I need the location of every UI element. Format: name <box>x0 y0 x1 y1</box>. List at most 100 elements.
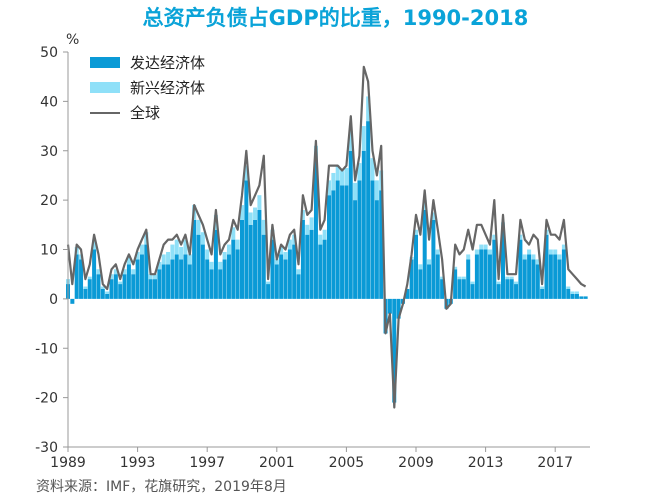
x-tick-label: 2013 <box>468 455 504 471</box>
bar-developed <box>257 210 262 299</box>
bar-developed <box>144 244 149 299</box>
bar-emerging <box>253 207 258 220</box>
bar-developed <box>474 254 479 299</box>
bar-emerging <box>531 254 536 260</box>
bar-emerging <box>496 281 501 285</box>
bar-developed <box>213 229 218 299</box>
bar-emerging <box>100 286 105 289</box>
x-tick-label: 2001 <box>259 455 295 471</box>
bar-emerging <box>139 244 144 255</box>
bar-developed <box>235 249 240 299</box>
bar-emerging <box>479 244 484 250</box>
bar-developed <box>583 296 588 299</box>
bar-developed <box>374 200 379 299</box>
bar-developed <box>348 150 353 299</box>
y-axis-label: % <box>66 32 79 48</box>
bar-emerging <box>287 239 292 250</box>
bar-emerging <box>239 205 245 220</box>
bar-developed <box>357 180 362 299</box>
bar-developed <box>266 284 271 299</box>
bar-developed <box>322 239 327 299</box>
y-tick-label: -20 <box>35 391 58 407</box>
bar-developed <box>457 279 462 299</box>
bar-developed <box>74 254 79 299</box>
bar-developed <box>361 150 366 299</box>
bar-emerging <box>422 200 427 210</box>
bar-emerging <box>570 291 575 294</box>
bar-emerging <box>296 269 301 275</box>
bar-developed <box>152 279 158 299</box>
bar-developed <box>527 254 532 299</box>
bar-developed <box>231 239 236 299</box>
bar-emerging <box>261 219 266 235</box>
bar-developed <box>487 254 492 299</box>
bar-emerging <box>148 274 153 280</box>
line-layer <box>66 65 587 409</box>
bar-emerging <box>322 229 327 240</box>
bar-developed <box>131 274 136 299</box>
bar-developed <box>192 219 197 299</box>
bar-developed <box>579 296 584 299</box>
bar-emerging <box>118 281 123 285</box>
bar-developed <box>335 180 340 299</box>
bar-developed <box>544 234 549 299</box>
bar-emerging <box>370 158 375 181</box>
series-line-global <box>66 65 587 409</box>
bar-emerging <box>170 244 175 260</box>
bar-emerging <box>540 286 545 289</box>
bar-developed <box>105 293 110 299</box>
x-tick-label: 2005 <box>329 455 365 471</box>
bar-developed <box>387 298 392 314</box>
y-tick-label: 10 <box>40 243 58 259</box>
legend-label: 新兴经济体 <box>130 79 205 97</box>
bar-developed <box>326 195 332 299</box>
y-tick-label: 50 <box>40 45 58 61</box>
bar-emerging <box>244 165 249 181</box>
bar-developed <box>148 279 153 299</box>
bar-developed <box>139 254 144 299</box>
bar-emerging <box>266 281 271 285</box>
bar-developed <box>413 234 419 299</box>
bar-emerging <box>152 274 158 280</box>
bar-emerging <box>122 269 127 275</box>
bar-emerging <box>440 276 445 280</box>
y-tick-label: 30 <box>40 144 58 160</box>
bar-emerging <box>331 172 336 191</box>
bar-developed <box>313 160 318 299</box>
y-tick-label: 20 <box>40 193 58 209</box>
bar-emerging <box>335 165 340 181</box>
y-tick-label: 0 <box>49 292 58 308</box>
bar-developed <box>518 239 523 299</box>
bar-developed <box>292 244 297 299</box>
bar-developed <box>422 210 427 299</box>
bar-emerging <box>213 214 218 230</box>
bar-developed <box>109 279 114 299</box>
bar-developed <box>379 190 384 299</box>
bar-emerging <box>218 261 223 270</box>
bar-emerging <box>166 251 171 265</box>
bar-developed <box>409 259 414 299</box>
bar-developed <box>353 200 358 299</box>
bar-developed <box>79 259 84 299</box>
bar-developed <box>366 121 371 299</box>
bar-emerging <box>235 239 240 250</box>
bar-developed <box>96 274 101 299</box>
bar-emerging <box>361 126 366 151</box>
legend-label: 全球 <box>130 104 160 122</box>
bar-developed <box>344 185 349 299</box>
bar-developed <box>331 190 336 299</box>
bar-emerging <box>283 251 288 260</box>
bar-developed <box>87 279 92 299</box>
bar-developed <box>309 229 314 299</box>
bar-emerging <box>205 249 210 260</box>
bar-emerging <box>83 286 88 289</box>
bar-emerging <box>135 251 140 260</box>
bar-emerging <box>248 212 253 225</box>
bar-developed <box>427 264 432 299</box>
bar-emerging <box>457 276 462 280</box>
bar-developed <box>135 259 140 299</box>
source-note: 资料来源：IMF，花旗研究，2019年8月 <box>36 479 287 495</box>
bar-emerging <box>279 247 284 255</box>
bar-emerging <box>527 249 532 255</box>
